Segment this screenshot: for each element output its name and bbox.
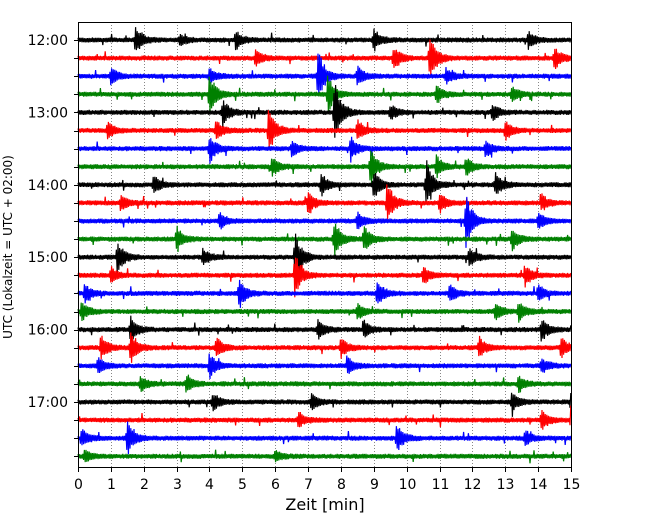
x-axis-label: Zeit [min] xyxy=(285,495,364,514)
y-tick-label: 13:00 xyxy=(28,105,68,121)
trace-13:00 xyxy=(77,84,572,138)
x-tick-label: 13 xyxy=(497,477,515,493)
trace-17:00 xyxy=(77,392,572,417)
x-tick-label: 11 xyxy=(432,477,450,493)
x-axis-ticks: 0 1 2 3 4 5 6 7 8 9 10 11 12 13 14 15 xyxy=(74,467,580,493)
trace-12:15 xyxy=(77,39,572,77)
trace-17:45 xyxy=(77,449,572,464)
trace-13:15 xyxy=(77,110,572,148)
x-tick-label: 6 xyxy=(271,477,280,493)
x-tick-label: 3 xyxy=(173,477,182,493)
trace-14:45 xyxy=(77,223,572,256)
trace-17:15 xyxy=(77,405,572,430)
x-tick-label: 1 xyxy=(107,477,116,493)
trace-16:30 xyxy=(77,353,572,380)
trace-16:45 xyxy=(77,374,572,394)
trace-12:00 xyxy=(77,27,572,52)
trace-14:15 xyxy=(77,184,572,220)
trace-14:00 xyxy=(77,160,572,202)
x-tick-label: 7 xyxy=(304,477,313,493)
x-tick-label: 8 xyxy=(337,477,346,493)
trace-15:30 xyxy=(77,279,572,308)
y-axis-label: UTC (Lokalzeit = UTC + 02:00) xyxy=(1,155,15,339)
plot-frame xyxy=(78,22,572,468)
y-tick-label: 16:00 xyxy=(28,323,68,339)
trace-14:30 xyxy=(77,196,572,248)
y-tick-label: 14:00 xyxy=(28,178,68,194)
seismogram-traces xyxy=(77,27,572,464)
x-tick-label: 0 xyxy=(74,477,83,493)
trace-17:30 xyxy=(77,421,572,455)
trace-12:30 xyxy=(77,53,572,96)
trace-13:30 xyxy=(77,136,572,164)
x-tick-label: 2 xyxy=(140,477,149,493)
trace-15:00 xyxy=(77,233,572,284)
y-axis-ticks: 12:00 13:00 14:00 15:00 16:00 17:00 xyxy=(28,33,78,457)
trace-16:15 xyxy=(77,332,572,363)
x-tick-label: 9 xyxy=(370,477,379,493)
trace-13:45 xyxy=(77,150,572,185)
x-tick-label: 14 xyxy=(530,477,548,493)
y-tick-label: 17:00 xyxy=(28,395,68,411)
trace-15:15 xyxy=(77,257,572,298)
trace-15:45 xyxy=(77,302,572,323)
trace-12:45 xyxy=(77,75,572,114)
trace-16:00 xyxy=(77,315,572,342)
x-tick-label: 10 xyxy=(399,477,417,493)
x-tick-label: 4 xyxy=(205,477,214,493)
x-tick-label: 5 xyxy=(238,477,247,493)
x-tick-label: 15 xyxy=(563,477,581,493)
y-tick-label: 12:00 xyxy=(28,33,68,49)
y-tick-label: 15:00 xyxy=(28,250,68,266)
x-tick-label: 12 xyxy=(464,477,482,493)
